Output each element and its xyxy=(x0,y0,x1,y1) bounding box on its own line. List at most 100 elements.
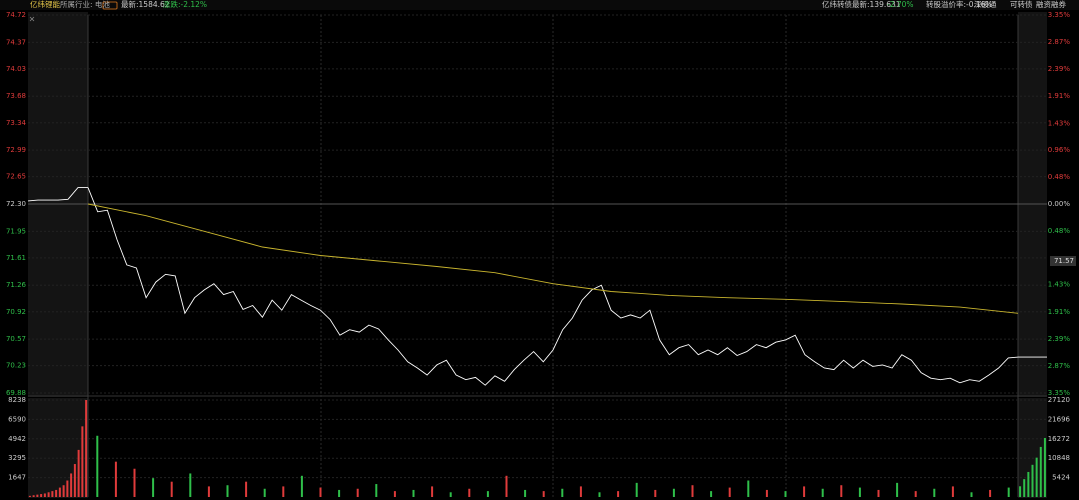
volume-bar xyxy=(51,491,54,497)
y2-tick-label: 1.91% xyxy=(1048,92,1071,100)
y2-tick-label: 1.91% xyxy=(1048,308,1071,316)
y-tick-label: 73.34 xyxy=(6,119,27,127)
y-tick-label: 72.65 xyxy=(6,173,26,181)
y2-tick-label: 0.48% xyxy=(1048,173,1071,181)
volume-bar xyxy=(96,435,99,497)
volume-bar xyxy=(431,486,434,497)
volume-tick-label: 6590 xyxy=(8,415,26,423)
volume-bar xyxy=(579,486,582,497)
volume-bar xyxy=(1035,457,1038,497)
volume-y2-tick-label: 27120 xyxy=(1048,396,1070,404)
volume-bar xyxy=(207,486,210,497)
y2-tick-label: 3.35% xyxy=(1048,389,1071,397)
y2-tick-label: 0.96% xyxy=(1048,146,1071,154)
volume-bar xyxy=(542,491,545,497)
volume-bar xyxy=(77,449,80,497)
volume-bar xyxy=(43,493,46,497)
header-item[interactable]: 融资融券 xyxy=(1036,0,1066,9)
header-item: -2.70% xyxy=(887,0,914,9)
volume-bar xyxy=(114,461,117,497)
volume-bar xyxy=(412,489,415,497)
volume-bar xyxy=(70,473,73,497)
y-tick-label: 71.61 xyxy=(6,254,26,262)
y-tick-label: 70.57 xyxy=(6,335,26,343)
volume-bar xyxy=(728,487,731,497)
volume-bar xyxy=(152,478,155,497)
volume-bar xyxy=(877,489,880,497)
y-tick-label: 73.68 xyxy=(6,92,26,100)
volume-bar xyxy=(300,475,303,497)
volume-bar xyxy=(226,485,229,497)
y2-tick-label: 2.87% xyxy=(1048,38,1071,46)
volume-bar xyxy=(561,488,564,497)
volume-bar xyxy=(691,485,694,497)
volume-bar xyxy=(40,494,43,497)
y2-tick-label: 2.87% xyxy=(1048,362,1071,370)
volume-bar xyxy=(672,488,675,497)
y2-tick-label: 1.43% xyxy=(1048,119,1071,127)
volume-bar xyxy=(970,492,973,497)
volume-bar xyxy=(933,488,936,497)
price-marker-label: 71.57 xyxy=(1054,257,1074,265)
volume-bar xyxy=(821,488,824,497)
y2-tick-label: 2.39% xyxy=(1048,65,1071,73)
volume-bar xyxy=(896,482,899,497)
header-item: 亿纬转债最新:139.631 xyxy=(822,0,901,9)
header-item[interactable]: 可转债 xyxy=(1010,0,1033,9)
header-item: 亿纬锂能 xyxy=(30,0,60,9)
volume-bar xyxy=(356,488,359,497)
volume-bar xyxy=(62,485,65,497)
volume-bar xyxy=(338,489,341,497)
volume-bar xyxy=(58,487,61,497)
volume-bar xyxy=(765,489,768,497)
volume-bar xyxy=(133,468,136,497)
header-item: 所属行业: 电池 xyxy=(60,0,110,9)
volume-bar xyxy=(393,491,396,497)
volume-bar xyxy=(468,488,471,497)
header-item: 最新:1584.62 xyxy=(121,0,170,9)
volume-bar xyxy=(858,487,861,497)
volume-bar xyxy=(598,492,601,497)
volume-bar xyxy=(81,426,84,497)
volume-bar xyxy=(47,492,50,497)
header-item: 涨跌:-2.12% xyxy=(163,0,207,9)
y2-tick-label: 1.43% xyxy=(1048,281,1071,289)
volume-bar xyxy=(1027,471,1030,497)
volume-bar xyxy=(189,473,192,497)
y-tick-label: 74.03 xyxy=(6,65,26,73)
volume-bar xyxy=(73,464,76,497)
volume-bar xyxy=(245,481,248,497)
close-icon[interactable] xyxy=(29,16,35,22)
y-tick-label: 71.26 xyxy=(6,281,27,289)
price-line xyxy=(87,203,1019,314)
y2-tick-label: 3.35% xyxy=(1048,11,1071,19)
volume-bar xyxy=(803,486,806,497)
header-bar xyxy=(0,0,1079,10)
volume-bar xyxy=(951,486,954,497)
y-tick-label: 70.23 xyxy=(6,362,26,370)
y2-tick-label: 0.00% xyxy=(1048,200,1071,208)
volume-bar xyxy=(914,491,917,497)
volume-bar xyxy=(989,489,992,497)
volume-bar xyxy=(840,485,843,497)
volume-y2-tick-label: 5424 xyxy=(1052,474,1070,482)
volume-bar xyxy=(505,475,508,497)
volume-tick-label: 3295 xyxy=(8,454,26,462)
volume-bar xyxy=(1039,446,1042,497)
y-tick-label: 70.92 xyxy=(6,308,26,316)
volume-bar xyxy=(36,494,39,497)
y2-tick-label: 2.39% xyxy=(1048,335,1071,343)
industry-badge[interactable] xyxy=(102,1,118,10)
price-line xyxy=(87,187,1019,386)
y-tick-label: 69.88 xyxy=(6,389,26,397)
volume-tick-label: 8238 xyxy=(8,396,26,404)
volume-bar xyxy=(1007,487,1010,497)
volume-bar xyxy=(85,400,88,497)
volume-bar xyxy=(375,484,378,497)
volume-y2-tick-label: 16272 xyxy=(1048,435,1070,443)
header-item[interactable]: 深股通 xyxy=(974,0,997,9)
y2-tick-label: 0.48% xyxy=(1048,227,1071,235)
